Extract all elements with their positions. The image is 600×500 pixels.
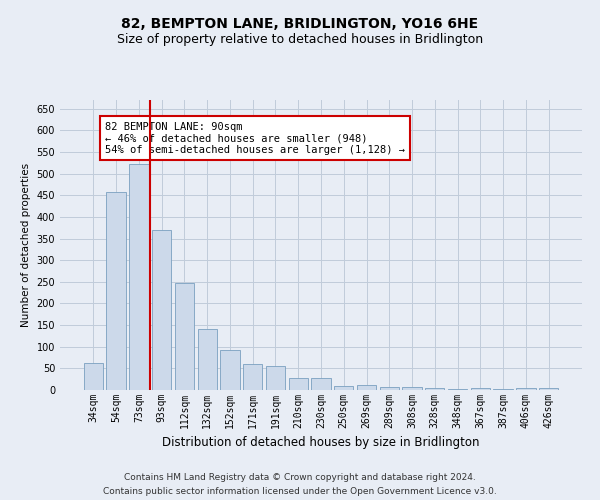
Bar	[448, 389, 467, 390]
Text: Contains public sector information licensed under the Open Government Licence v3: Contains public sector information licen…	[103, 486, 497, 496]
Bar	[84, 363, 103, 390]
Bar	[516, 388, 536, 390]
Text: Distribution of detached houses by size in Bridlington: Distribution of detached houses by size …	[162, 436, 480, 449]
Bar	[403, 388, 422, 390]
Y-axis label: Number of detached properties: Number of detached properties	[21, 163, 31, 327]
Text: Size of property relative to detached houses in Bridlington: Size of property relative to detached ho…	[117, 32, 483, 46]
Bar	[311, 378, 331, 390]
Text: 82 BEMPTON LANE: 90sqm
← 46% of detached houses are smaller (948)
54% of semi-de: 82 BEMPTON LANE: 90sqm ← 46% of detached…	[105, 122, 405, 155]
Bar	[380, 387, 399, 390]
Bar	[470, 388, 490, 390]
Bar	[129, 164, 149, 390]
Bar	[220, 350, 239, 390]
Bar	[539, 388, 558, 390]
Bar	[243, 364, 262, 390]
Bar	[493, 389, 513, 390]
Bar	[334, 386, 353, 390]
Bar	[425, 388, 445, 390]
Bar	[289, 378, 308, 390]
Bar	[175, 282, 194, 390]
Bar	[266, 366, 285, 390]
Bar	[152, 230, 172, 390]
Text: Contains HM Land Registry data © Crown copyright and database right 2024.: Contains HM Land Registry data © Crown c…	[124, 473, 476, 482]
Bar	[357, 385, 376, 390]
Bar	[197, 330, 217, 390]
Text: 82, BEMPTON LANE, BRIDLINGTON, YO16 6HE: 82, BEMPTON LANE, BRIDLINGTON, YO16 6HE	[121, 18, 479, 32]
Bar	[106, 192, 126, 390]
